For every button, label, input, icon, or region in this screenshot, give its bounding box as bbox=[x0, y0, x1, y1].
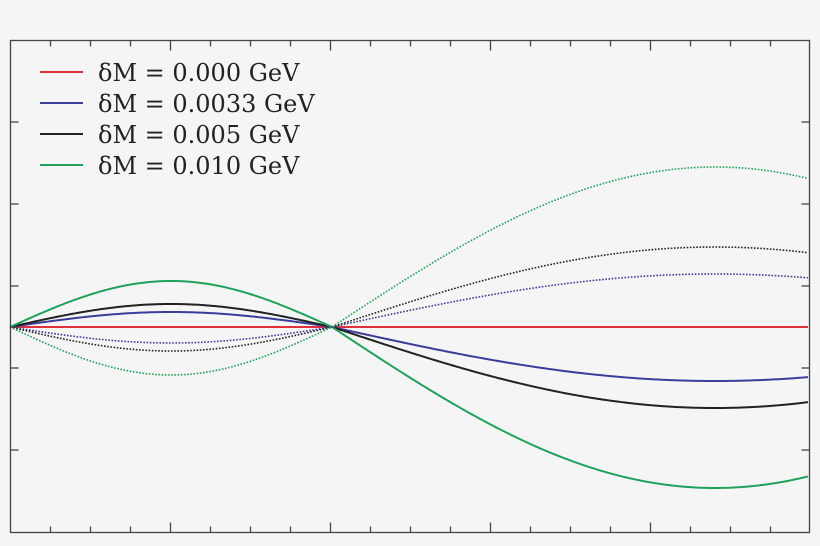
legend-label-3: δM = 0.010 GeV bbox=[98, 152, 300, 180]
plot-curves bbox=[9, 166, 809, 489]
axis-ticks bbox=[10, 40, 810, 533]
series-line-1 bbox=[9, 311, 809, 382]
series-line-2 bbox=[9, 303, 809, 409]
plot-frame bbox=[9, 39, 811, 534]
series-line-3 bbox=[9, 280, 809, 489]
legend-label-0: δM = 0.000 GeV bbox=[98, 59, 300, 87]
legend-label-1: δM = 0.0033 GeV bbox=[98, 90, 315, 118]
series-line-6 bbox=[9, 166, 809, 376]
series-line-5 bbox=[9, 246, 809, 352]
legend: δM = 0.000 GeV δM = 0.0033 GeV δM = 0.00… bbox=[40, 59, 315, 180]
legend-label-2: δM = 0.005 GeV bbox=[98, 121, 300, 149]
